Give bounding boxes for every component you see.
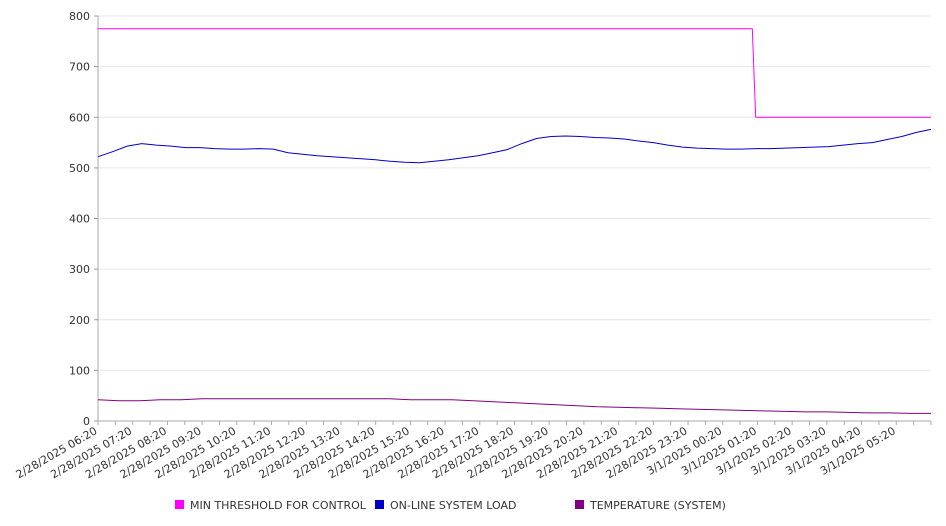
series-line-2: [97, 128, 932, 164]
y-tick-label: 600: [69, 111, 90, 124]
y-tick-label: 0: [83, 415, 90, 428]
legend-label: MIN THRESHOLD FOR CONTROL: [190, 499, 367, 512]
grid-lines: [98, 15, 931, 371]
y-tick-label: 200: [69, 314, 90, 327]
y-tick-label: 500: [69, 162, 90, 175]
y-tick-label: 700: [69, 61, 90, 74]
y-tick-label: 300: [69, 263, 90, 276]
legend-swatch: [175, 500, 184, 509]
x-axis-ticks: 2/28/2025 06:202/28/2025 07:202/28/2025 …: [14, 421, 932, 481]
series-line-1: [98, 28, 931, 118]
legend-swatch: [375, 500, 384, 509]
y-tick-label: 100: [69, 364, 90, 377]
series-line-3: [97, 398, 931, 414]
legend-label: ON-LINE SYSTEM LOAD: [390, 499, 516, 512]
series-lines: [97, 28, 932, 414]
legend-label: TEMPERATURE (SYSTEM): [589, 499, 726, 512]
y-tick-label: 400: [69, 213, 90, 226]
legend: MIN THRESHOLD FOR CONTROL ON-LINE SYSTEM …: [175, 499, 726, 512]
legend-swatch: [575, 500, 584, 509]
y-axis-ticks: 0 100 200 300 400 500 600 700 800: [69, 10, 98, 428]
y-tick-label: 800: [69, 10, 90, 23]
